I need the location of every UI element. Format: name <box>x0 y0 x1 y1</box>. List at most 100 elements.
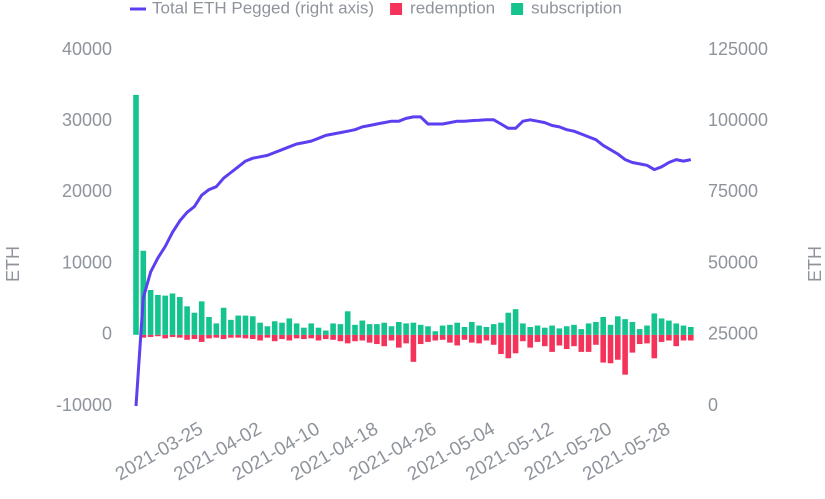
bar <box>403 334 409 344</box>
bar <box>388 334 395 341</box>
bar <box>439 334 446 340</box>
bar <box>271 334 278 342</box>
bar <box>563 326 570 335</box>
legend-label: subscription <box>531 0 622 17</box>
bar <box>264 326 271 335</box>
bar <box>439 325 446 335</box>
bar <box>527 326 533 335</box>
bar <box>556 334 563 346</box>
y2-tick-label: 75000 <box>708 181 758 201</box>
bar <box>220 334 227 340</box>
bar <box>206 317 212 335</box>
bar <box>666 320 672 335</box>
bar <box>644 334 650 344</box>
bar <box>301 334 307 340</box>
bar <box>483 326 490 335</box>
bar <box>673 334 679 347</box>
bar <box>410 322 417 335</box>
bar <box>337 334 344 342</box>
bar <box>293 323 300 335</box>
bar <box>344 334 351 344</box>
bar <box>177 334 183 338</box>
bar <box>505 334 512 359</box>
bar <box>636 334 643 345</box>
bar <box>352 324 358 335</box>
bar <box>498 322 504 335</box>
bar <box>374 334 380 345</box>
bar <box>585 323 592 335</box>
bar <box>469 334 475 343</box>
bar <box>323 334 329 340</box>
legend-label: Total ETH Pegged (right axis) <box>152 0 374 17</box>
bar <box>571 334 577 347</box>
bar <box>374 324 380 335</box>
bar <box>344 311 351 335</box>
bar <box>476 334 482 344</box>
bar <box>593 321 599 335</box>
bar <box>542 334 548 347</box>
bar <box>680 325 687 335</box>
bar <box>235 315 241 335</box>
bar <box>396 334 402 348</box>
bar <box>629 334 636 353</box>
legend-swatch <box>390 3 403 15</box>
bar <box>366 324 373 335</box>
bar <box>578 329 585 335</box>
bar <box>607 324 614 335</box>
bar <box>469 321 475 335</box>
bar <box>658 318 665 335</box>
bar <box>337 324 344 335</box>
bar <box>410 334 417 362</box>
bar <box>549 334 555 352</box>
y-tick-label: 10000 <box>62 252 112 272</box>
bar <box>490 324 497 335</box>
bar <box>330 323 336 335</box>
bar <box>162 295 168 335</box>
bar <box>257 322 263 335</box>
bar <box>250 334 256 340</box>
bar <box>425 326 431 335</box>
bar <box>563 334 570 350</box>
bar <box>600 334 606 363</box>
bar <box>155 294 161 335</box>
bar <box>622 319 628 335</box>
bar <box>184 334 190 340</box>
bar <box>242 315 249 335</box>
bar <box>388 326 395 335</box>
bar <box>220 307 227 335</box>
bar <box>359 320 366 335</box>
bar <box>425 334 431 342</box>
bar <box>191 312 198 335</box>
y-tick-label: -10000 <box>56 395 112 415</box>
bar <box>483 334 490 341</box>
bar <box>228 334 234 338</box>
y-tick-label: 40000 <box>62 39 112 59</box>
bar <box>447 334 453 343</box>
bar <box>593 334 599 345</box>
bar <box>651 313 658 335</box>
bar <box>542 327 548 335</box>
bar <box>315 334 322 341</box>
bar <box>257 334 263 341</box>
bar <box>432 331 439 335</box>
bar <box>206 334 212 339</box>
y2-axis-label: ETH <box>805 246 825 282</box>
legend-label: redemption <box>410 0 495 17</box>
bar <box>549 325 555 335</box>
bar <box>213 323 220 335</box>
bar <box>615 334 621 360</box>
bar <box>644 325 650 335</box>
bar <box>264 334 271 338</box>
bar <box>366 334 373 343</box>
bar <box>607 334 614 364</box>
y2-tick-label: 50000 <box>708 252 758 272</box>
bar <box>658 334 665 342</box>
bar <box>615 316 621 335</box>
bar <box>585 334 592 352</box>
y-axis-label: ETH <box>3 246 23 282</box>
bar <box>447 324 453 335</box>
bar <box>184 306 190 335</box>
bar <box>133 94 139 335</box>
bar <box>629 321 636 335</box>
bar <box>147 334 154 337</box>
